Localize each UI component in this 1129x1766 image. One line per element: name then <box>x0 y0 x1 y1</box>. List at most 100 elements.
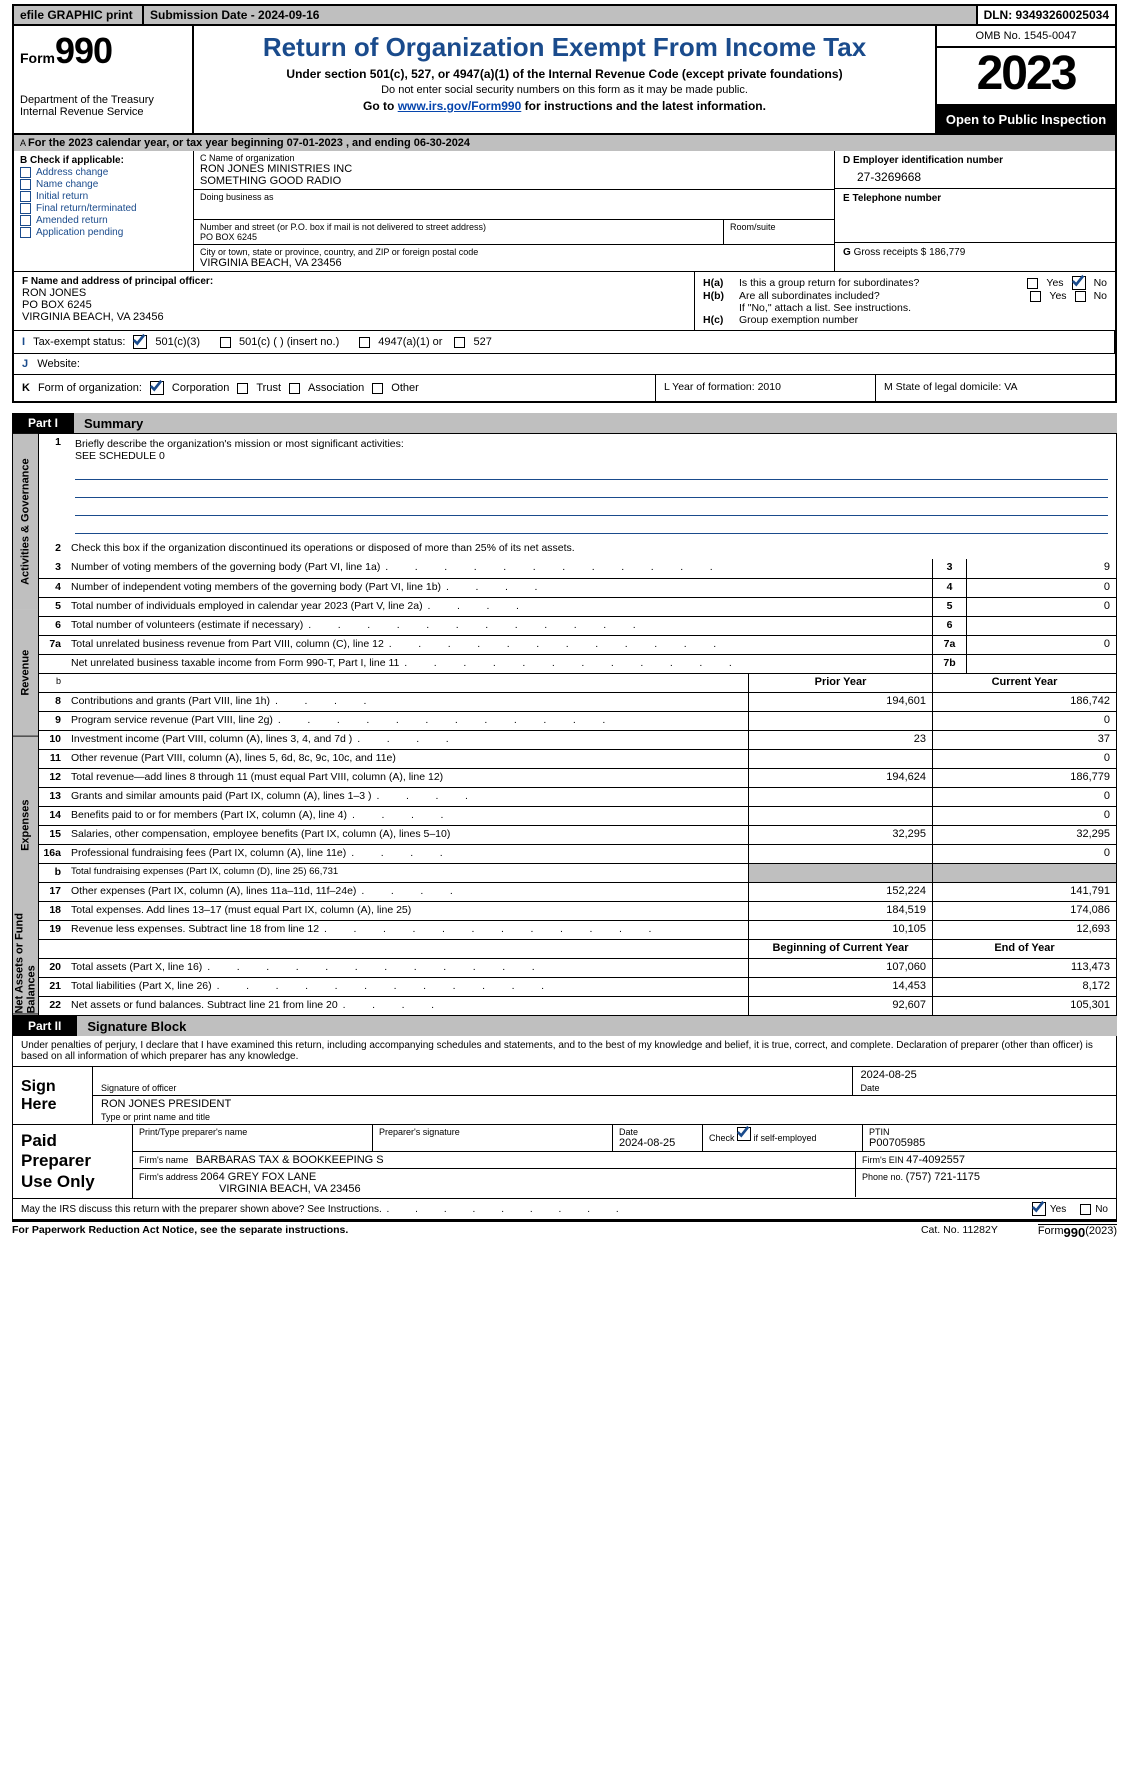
l12-current: 186,779 <box>932 769 1116 787</box>
street-address: PO BOX 6245 <box>200 232 717 242</box>
self-employed-checkbox[interactable] <box>737 1127 751 1141</box>
org-name-2: SOMETHING GOOD RADIO <box>200 175 828 187</box>
open-inspection: Open to Public Inspection <box>937 106 1115 133</box>
form-990-label: 990 <box>1064 1225 1086 1243</box>
officer-addr2: VIRGINIA BEACH, VA 23456 <box>22 311 686 323</box>
part-ii-header: Part II Signature Block <box>12 1016 1117 1036</box>
goto-pre: Go to <box>363 99 398 113</box>
bcy-header: Beginning of Current Year <box>748 940 932 958</box>
sig-date-label: Date <box>861 1083 1109 1093</box>
l9-prior <box>748 712 932 730</box>
f-label: F Name and address of principal officer: <box>22 276 213 287</box>
part-i-body: Activities & Governance Revenue Expenses… <box>12 433 1117 1016</box>
hc-label: H(c) <box>703 314 739 326</box>
city-state-zip: VIRGINIA BEACH, VA 23456 <box>200 257 828 269</box>
l15-prior: 32,295 <box>748 826 932 844</box>
l14-current: 0 <box>932 807 1116 825</box>
firm-name-label: Firm's name <box>139 1155 188 1165</box>
efile-label: efile GRAPHIC print <box>14 6 144 24</box>
ha-text: Is this a group return for subordinates? <box>739 277 1021 289</box>
officer-name: RON JONES <box>22 287 686 299</box>
firm-addr2: VIRGINIA BEACH, VA 23456 <box>139 1183 361 1195</box>
l20-current: 113,473 <box>932 959 1116 977</box>
vlabel-revenue: Revenue <box>13 610 38 737</box>
part-ii-title: Signature Block <box>77 1016 1117 1036</box>
hb-note: If "No," attach a list. See instructions… <box>703 302 1107 314</box>
l11-current: 0 <box>932 750 1116 768</box>
l3-text: Number of voting members of the governin… <box>71 561 380 573</box>
hb-yes-checkbox[interactable] <box>1030 291 1041 302</box>
l20-prior: 107,060 <box>748 959 932 977</box>
sign-here-label: Sign Here <box>13 1067 93 1124</box>
checkbox-amended-return[interactable] <box>20 215 31 226</box>
l-year: L Year of formation: 2010 <box>655 375 875 401</box>
form-title: Return of Organization Exempt From Incom… <box>204 32 925 63</box>
part-i-header: Part I Summary <box>12 413 1117 433</box>
part-i-tab: Part I <box>12 416 74 430</box>
ha-no-checkbox[interactable] <box>1072 276 1086 290</box>
e-label: E Telephone number <box>843 193 941 204</box>
hb-no-checkbox[interactable] <box>1075 291 1086 302</box>
ha-label: H(a) <box>703 277 739 289</box>
l7a-value: 0 <box>966 636 1116 654</box>
i-527-checkbox[interactable] <box>454 337 465 348</box>
i-501c3-checkbox[interactable] <box>133 335 147 349</box>
l9-current: 0 <box>932 712 1116 730</box>
k-trust-checkbox[interactable] <box>237 383 248 394</box>
part-i-title: Summary <box>74 413 1117 433</box>
prep-date: 2024-08-25 <box>619 1137 675 1149</box>
l16b-current <box>932 864 1116 882</box>
officer-addr1: PO BOX 6245 <box>22 299 686 311</box>
l4-value: 0 <box>966 579 1116 597</box>
l15-current: 32,295 <box>932 826 1116 844</box>
k-assoc-checkbox[interactable] <box>289 383 300 394</box>
ha-yes-checkbox[interactable] <box>1027 278 1038 289</box>
irs-link[interactable]: www.irs.gov/Form990 <box>398 99 522 113</box>
l22-prior: 92,607 <box>748 997 932 1015</box>
l18-prior: 184,519 <box>748 902 932 920</box>
checkbox-address-change[interactable] <box>20 167 31 178</box>
may-no-checkbox[interactable] <box>1080 1204 1091 1215</box>
checkbox-application-pending[interactable] <box>20 227 31 238</box>
gross-receipts: 186,779 <box>929 247 965 258</box>
sig-date: 2024-08-25 <box>861 1069 1109 1083</box>
addr-label: Number and street (or P.O. box if mail i… <box>200 222 717 232</box>
goto-post: for instructions and the latest informat… <box>521 99 766 113</box>
ptin-label: PTIN <box>869 1127 890 1137</box>
section-c: C Name of organization RON JONES MINISTR… <box>194 151 835 271</box>
i-501c-checkbox[interactable] <box>220 337 231 348</box>
l4-text: Number of independent voting members of … <box>71 581 441 593</box>
mission-line <box>75 500 1108 516</box>
b-label: B Check if applicable: <box>20 155 187 166</box>
may-discuss-text: May the IRS discuss this return with the… <box>21 1204 382 1215</box>
form-header: Form990 Department of the Treasury Inter… <box>12 26 1117 135</box>
hb-label: H(b) <box>703 290 739 302</box>
may-yes-checkbox[interactable] <box>1032 1202 1046 1216</box>
c-name-label: C Name of organization <box>200 153 828 163</box>
l11-prior <box>748 750 932 768</box>
l1-label: Briefly describe the organization's miss… <box>75 438 1108 450</box>
l10-current: 37 <box>932 731 1116 749</box>
room-label: Room/suite <box>730 222 828 232</box>
m-state: M State of legal domicile: VA <box>875 375 1115 401</box>
k-other-checkbox[interactable] <box>372 383 383 394</box>
tax-year: 2023 <box>937 48 1115 106</box>
type-name-label: Type or print name and title <box>101 1112 1108 1122</box>
j-label: J <box>22 358 28 370</box>
phone-label: Phone no. <box>862 1172 903 1182</box>
k-corp-checkbox[interactable] <box>150 381 164 395</box>
i-4947-checkbox[interactable] <box>359 337 370 348</box>
k-label: K <box>22 382 30 394</box>
g-label: G <box>843 247 851 258</box>
current-year-header: Current Year <box>932 674 1116 692</box>
checkbox-final-return[interactable] <box>20 203 31 214</box>
firm-ein: 47-4092557 <box>906 1154 965 1166</box>
section-b: B Check if applicable: Address change Na… <box>14 151 194 271</box>
l16a-prior <box>748 845 932 863</box>
checkbox-name-change[interactable] <box>20 179 31 190</box>
l2-text: Check this box if the organization disco… <box>71 542 575 554</box>
form-number: 990 <box>55 30 112 71</box>
self-emp-text2: if self-employed <box>754 1133 817 1143</box>
d-label: D Employer identification number <box>843 155 1003 166</box>
checkbox-initial-return[interactable] <box>20 191 31 202</box>
